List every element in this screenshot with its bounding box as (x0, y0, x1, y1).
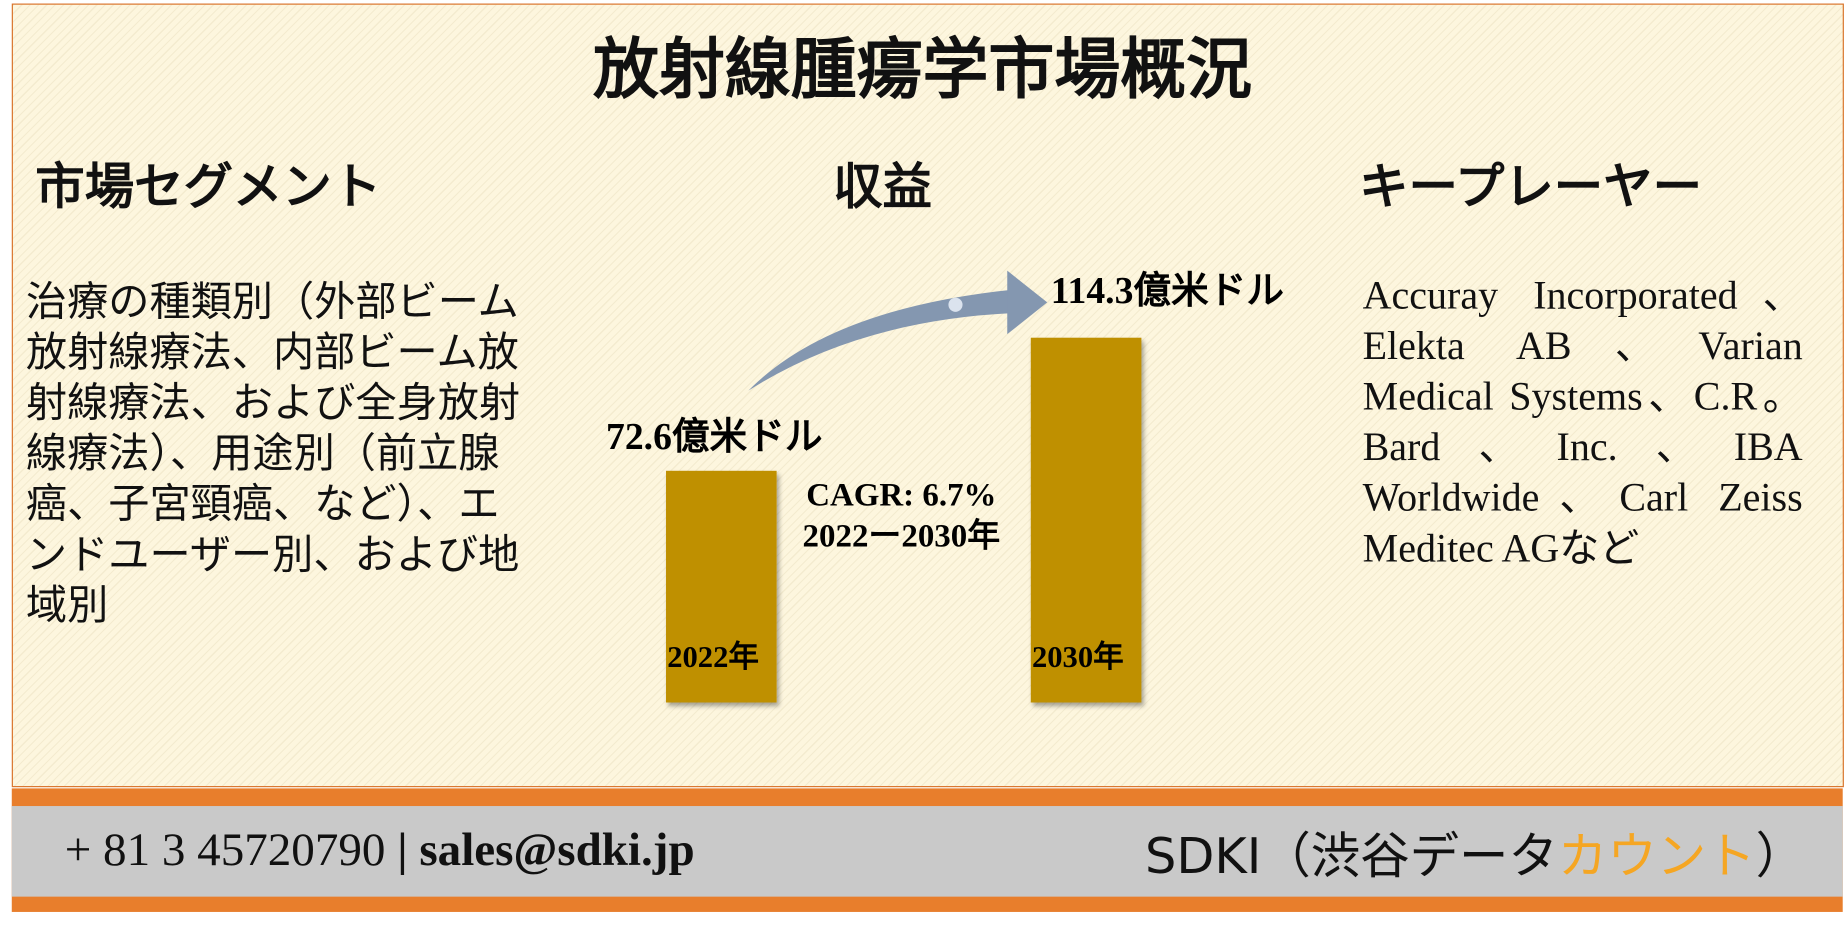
category-label: 2022年 (667, 640, 759, 674)
annotation: 2022ー2030年 (803, 517, 1001, 554)
growth-arrow-head (1007, 270, 1048, 335)
players-heading: キープレーヤー (1359, 161, 1703, 216)
growth-arrow (748, 289, 1015, 391)
bar (1030, 337, 1142, 703)
title: 放射線腫瘍学市場概況 (593, 34, 1253, 108)
segments-heading: 市場セグメント (35, 161, 382, 216)
panel (11, 3, 1844, 788)
bar (666, 470, 777, 703)
phone: + 81 3 45720790 (64, 822, 386, 876)
separator: | (397, 822, 408, 876)
email: sales@sdki.jp (419, 822, 695, 876)
category-label: 2030年 (1032, 640, 1124, 674)
company: SDKI（渋谷データカウント） (1145, 817, 1805, 889)
company-highlight: カウント (1557, 827, 1756, 885)
annotation: CAGR: 6.7% (806, 477, 996, 513)
segments-text: 治療の種類別（外部ビーム放射線療法、内部ビーム放射線療法、および全身放射線療法）… (25, 278, 521, 629)
arrow-dot (948, 297, 963, 312)
company-name: SDKI（渋谷データ (1144, 827, 1558, 885)
players-text: Accuray Incorporated、Elekta AB、Varian Me… (1362, 274, 1803, 571)
value-label: 72.6億米ドル (606, 416, 822, 458)
contact: + 81 3 45720790 | sales@sdki.jp (65, 821, 695, 876)
value-label: 114.3億米ドル (1051, 270, 1284, 312)
revenue-chart: 2022年 72.6億米ドル 2030年 114.3億米ドル CAGR: 6.7% 202… (606, 270, 1284, 703)
revenue-heading: 収益 (833, 161, 932, 216)
footer (11, 806, 1843, 897)
company-suffix: ） (1755, 827, 1806, 885)
